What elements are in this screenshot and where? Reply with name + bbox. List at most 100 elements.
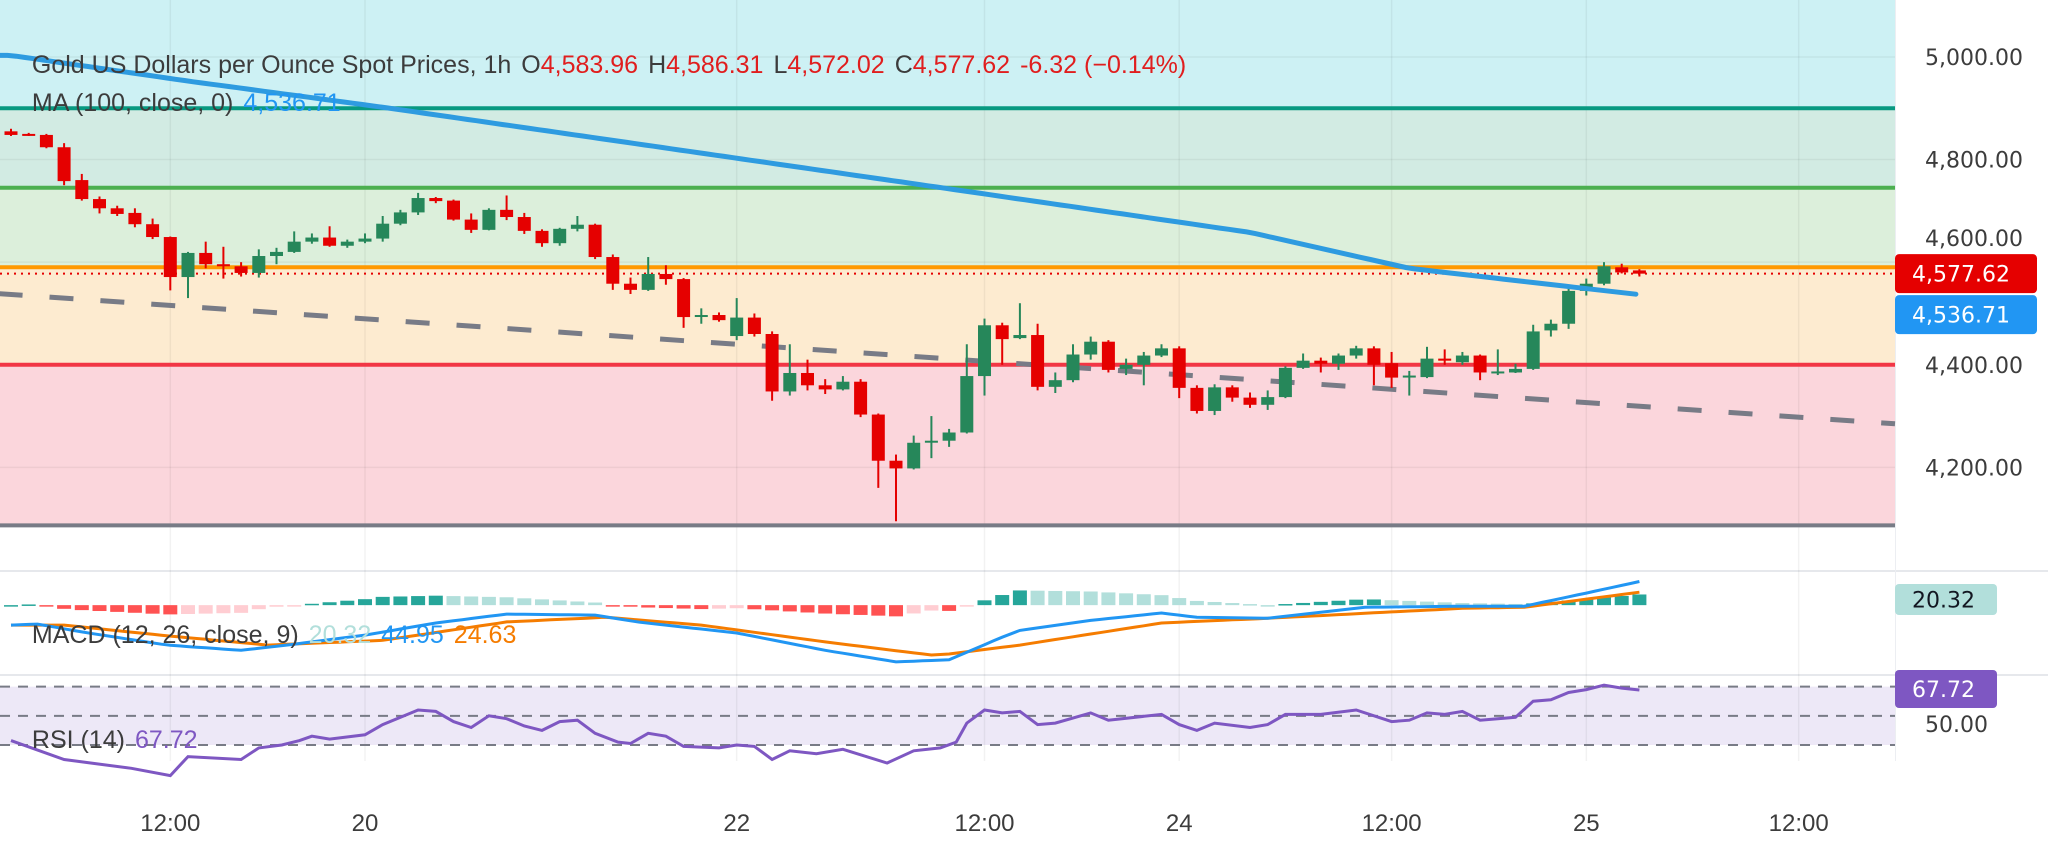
candle-body (1385, 363, 1399, 378)
candle (393, 209, 407, 226)
candle (358, 233, 372, 244)
macd-histogram-bar (1420, 601, 1434, 606)
macd-histogram-bar (1101, 592, 1116, 606)
candle (517, 212, 531, 234)
candle-body (553, 228, 567, 244)
candle-body (1048, 380, 1062, 387)
macd-histogram-bar (163, 605, 178, 615)
macd-histogram-bar (322, 602, 337, 606)
rsi-value-tag: 67.72 (1912, 678, 1975, 703)
macd-histogram-bar (676, 605, 691, 609)
time-tick-label: 12:00 (140, 810, 200, 837)
candle (889, 454, 903, 522)
macd-histogram-bar (765, 605, 780, 611)
macd-histogram-bar (1119, 593, 1134, 606)
macd-histogram-bar (535, 599, 549, 606)
candle (234, 262, 248, 277)
candle (1367, 346, 1381, 386)
macd-histogram-bar (464, 596, 479, 606)
candle-body (1349, 348, 1363, 356)
macd-histogram-bar (1508, 603, 1523, 606)
candle (924, 416, 938, 459)
macd-histogram-bar (658, 605, 673, 609)
time-tick-label: 12:00 (954, 810, 1014, 837)
rsi-legend[interactable]: RSI (14) 67.72 (18, 697, 208, 755)
candle-body (57, 147, 71, 182)
candle (340, 239, 354, 248)
candle (588, 223, 602, 260)
candle (1420, 346, 1434, 379)
candle-body (995, 325, 1009, 340)
candle-body (1544, 323, 1558, 331)
candle-body (1402, 375, 1416, 378)
candle (1208, 384, 1222, 416)
candle-body (146, 224, 160, 238)
candle-body (234, 266, 248, 273)
candle (1332, 353, 1345, 370)
macd-histogram-bar (340, 600, 355, 606)
macd-histogram-bar (1225, 603, 1240, 606)
candle-body (1278, 367, 1292, 398)
macd-histogram-bar (1437, 602, 1452, 606)
macd-histogram-bar (358, 599, 372, 606)
candle (1031, 323, 1045, 391)
candle-body (1031, 335, 1045, 387)
candle (535, 229, 549, 247)
price-tick-label: 4,800.00 (1925, 149, 2023, 174)
price-zone (0, 187, 1895, 268)
ma-price-tag: 4,536.71 (1912, 304, 2010, 329)
candle-body (340, 241, 354, 246)
candle (1632, 269, 1646, 277)
candle-body (464, 219, 478, 230)
candle-body (641, 273, 655, 290)
macd-pane (4, 580, 1647, 664)
candle (570, 215, 584, 232)
candle-body (1101, 341, 1115, 370)
macd-hist-value: 20.32 (308, 621, 372, 649)
macd-histogram-bar (1579, 599, 1594, 606)
candle (677, 278, 691, 328)
macd-histogram-bar (1243, 604, 1257, 606)
macd-histogram-bar (1260, 605, 1275, 607)
candle (854, 379, 868, 418)
candle (836, 376, 850, 391)
rsi-value-tag-bg (1895, 669, 1997, 708)
price-tick-label: 4,600.00 (1925, 227, 2023, 252)
trendline[interactable] (0, 291, 1896, 427)
candle (1385, 351, 1399, 388)
ma-legend-value: 4,536.71 (243, 89, 341, 117)
macd-histogram-bar (747, 605, 762, 610)
candle-body (1491, 371, 1505, 374)
candle-body (535, 230, 549, 244)
candle (57, 143, 71, 186)
axes[interactable]: 5,000.00 4,800.00 4,600.00 4,400.00 4,200.00… (140, 46, 2037, 837)
macd-histogram-bar (198, 605, 213, 614)
candle (783, 344, 797, 396)
candle (641, 257, 655, 291)
macd-histogram-bar (1296, 602, 1311, 606)
candle (1084, 336, 1098, 360)
candle-body (323, 237, 337, 246)
ma-legend[interactable]: MA (100, close, 0) 4,536.71 (18, 60, 351, 118)
candle-body (730, 317, 744, 337)
candle (1491, 349, 1505, 376)
candle-body (783, 372, 797, 392)
pane-separator (0, 570, 2048, 572)
last-price-tag: 4,577.62 (1912, 263, 2010, 288)
candle-body (4, 131, 18, 135)
candle (181, 251, 195, 299)
macd-legend[interactable]: MACD (12, 26, close, 9) 20.32 44.95 24.63 (18, 592, 526, 650)
price-tick-label: 4,200.00 (1925, 456, 2023, 481)
macd-histogram-bar (1030, 590, 1045, 606)
macd-histogram-bar (1066, 591, 1080, 606)
candle-body (110, 208, 124, 214)
candle (270, 247, 283, 265)
candle (1526, 324, 1540, 370)
macd-signal-value: 24.63 (453, 621, 517, 649)
macd-histogram-bar (411, 596, 426, 606)
candle (907, 435, 921, 470)
candle-body (871, 414, 885, 461)
macd-histogram-bar (1313, 601, 1328, 606)
candle (411, 192, 425, 215)
